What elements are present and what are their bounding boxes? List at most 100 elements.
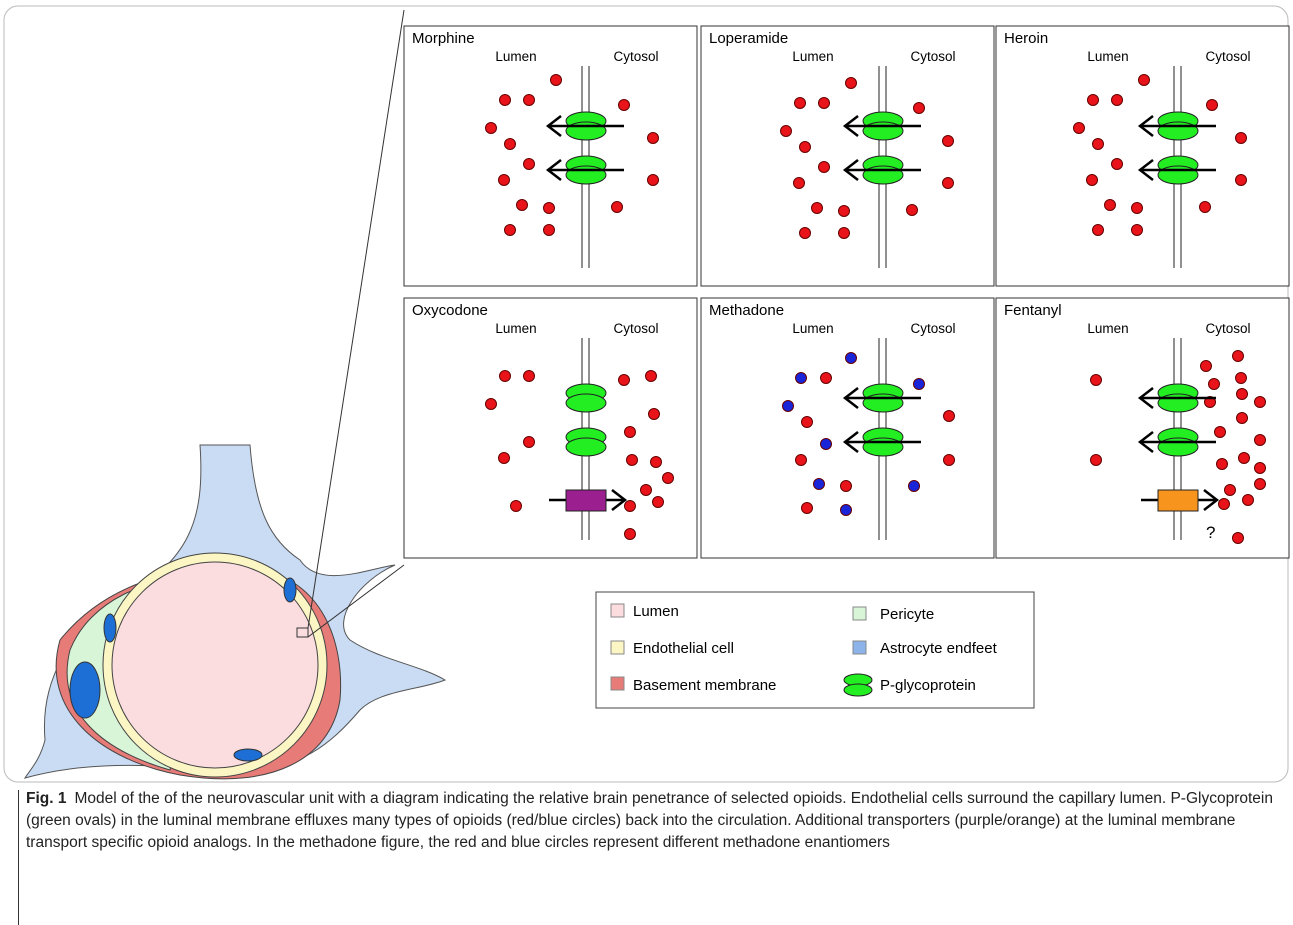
opioid (799, 141, 811, 153)
panel (995, 25, 1290, 287)
lumen (111, 561, 319, 769)
caption-text: Model of the of the neurovascular unit w… (26, 790, 1273, 851)
panel (700, 25, 995, 287)
opioid (813, 478, 825, 490)
p-glycoprotein (862, 437, 904, 457)
influx-arrowhead (611, 489, 628, 511)
opioid (782, 400, 794, 412)
legend-label: Basement membrane (633, 677, 776, 694)
opioid (504, 224, 516, 236)
influx-arrowhead (1203, 489, 1220, 511)
legend-label: Astrocyte endfeet (880, 640, 998, 657)
opioid (611, 201, 623, 213)
opioid (801, 416, 813, 428)
astrocyte-endfoot (69, 661, 101, 719)
opioid (550, 74, 562, 86)
panel (995, 297, 1290, 559)
opioid (624, 528, 636, 540)
opioid (942, 177, 954, 189)
opioid (942, 135, 954, 147)
cytosol-label: Cytosol (1205, 321, 1250, 336)
opioid (1238, 452, 1250, 464)
opioid (1235, 372, 1247, 384)
opioid (818, 161, 830, 173)
opioid (838, 227, 850, 239)
opioid (1206, 99, 1218, 111)
p-glycoprotein (862, 393, 904, 413)
zoom-line (307, 564, 405, 638)
efflux-arrowhead (545, 159, 562, 181)
opioid (516, 199, 528, 211)
opioid (648, 408, 660, 420)
cytosol-label: Cytosol (1205, 49, 1250, 64)
p-glycoprotein (1157, 437, 1199, 457)
legend-swatch (852, 606, 867, 621)
legend-swatch (852, 640, 867, 655)
lumen-label: Lumen (1087, 321, 1128, 336)
opioid (838, 205, 850, 217)
panel-title: Methadone (709, 302, 784, 319)
opioid (1208, 378, 1220, 390)
opioid (1138, 74, 1150, 86)
opioid (662, 472, 674, 484)
p-glycoprotein (565, 121, 607, 141)
opioid (1232, 350, 1244, 362)
opioid (1092, 224, 1104, 236)
opioid (1235, 174, 1247, 186)
opioid (845, 77, 857, 89)
opioid (1104, 199, 1116, 211)
p-glycoprotein (1157, 165, 1199, 185)
efflux-arrowhead (1137, 159, 1154, 181)
opioid (845, 352, 857, 364)
panel-title: Heroin (1004, 30, 1048, 47)
opioid (647, 174, 659, 186)
opioid (801, 502, 813, 514)
opioid (504, 138, 516, 150)
transporter (1157, 489, 1199, 512)
legend-label: Pericyte (880, 606, 934, 623)
opioid (523, 94, 535, 106)
cytosol-label: Cytosol (910, 49, 955, 64)
opioid (1254, 434, 1266, 446)
cytosol-label: Cytosol (613, 321, 658, 336)
opioid (652, 496, 664, 508)
opioid (1224, 484, 1236, 496)
opioid (795, 372, 807, 384)
astrocyte-endfoot (103, 613, 117, 643)
opioid (906, 204, 918, 216)
p-glycoprotein (862, 121, 904, 141)
opioid (1214, 426, 1226, 438)
opioid (1199, 201, 1211, 213)
p-glycoprotein (565, 393, 607, 413)
opioid (1131, 202, 1143, 214)
legend-box (595, 591, 1035, 709)
efflux-arrowhead (842, 159, 859, 181)
opioid (1200, 360, 1212, 372)
legend-swatch (610, 603, 625, 618)
lumen-label: Lumen (495, 321, 536, 336)
opioid (1086, 174, 1098, 186)
caption: Fig. 1 Model of the of the neurovascular … (26, 788, 1281, 854)
opioid (523, 370, 535, 382)
opioid (818, 97, 830, 109)
opioid (1111, 158, 1123, 170)
efflux-arrowhead (1137, 431, 1154, 453)
opioid (793, 177, 805, 189)
opioid (543, 224, 555, 236)
caption-rule (18, 790, 19, 925)
opioid (1090, 454, 1102, 466)
opioid (650, 456, 662, 468)
opioid (624, 500, 636, 512)
opioid (624, 426, 636, 438)
opioid (645, 370, 657, 382)
lumen-label: Lumen (1087, 49, 1128, 64)
opioid (1236, 388, 1248, 400)
opioid (913, 102, 925, 114)
opioid (1092, 138, 1104, 150)
opioid (1254, 462, 1266, 474)
panel (403, 25, 698, 287)
legend-swatch (610, 676, 625, 691)
lumen-label: Lumen (792, 49, 833, 64)
question-mark: ? (1206, 523, 1215, 542)
